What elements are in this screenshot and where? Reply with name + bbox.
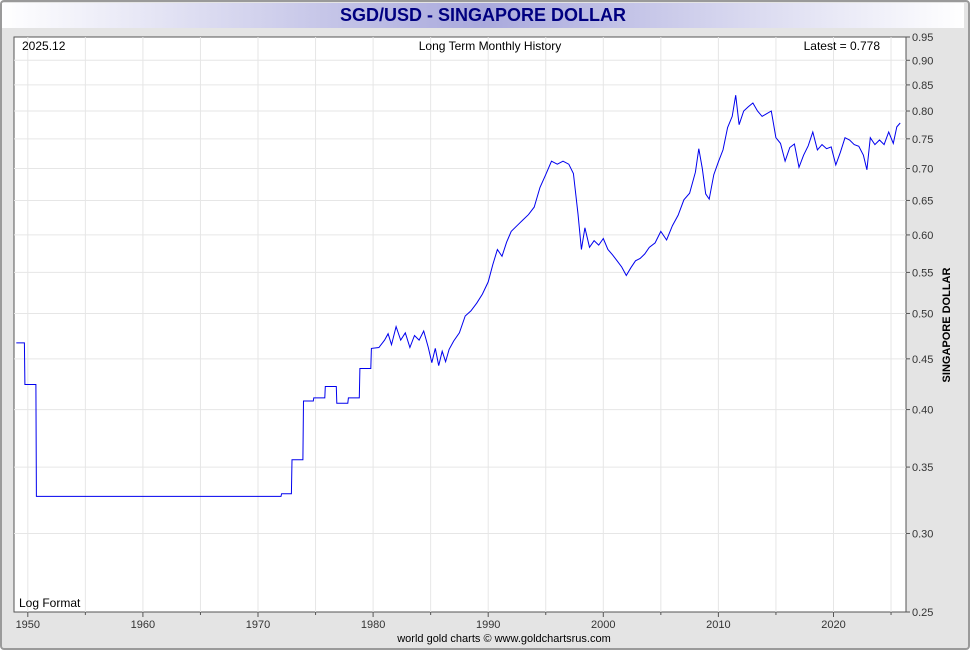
x-tick-label: 2010	[706, 619, 730, 631]
x-tick-label: 1970	[246, 619, 270, 631]
y-axis: 0.25 0.30 0.35 0.40 0.45 0.50 0.55 0.60 0.65 0.70…	[906, 32, 933, 619]
x-axis: 1950 1960 1970 1980 1990 2000 2010 2020	[16, 612, 892, 631]
x-tick-label: 1960	[131, 619, 155, 631]
y-tick-label: 0.90	[912, 55, 933, 67]
x-tick-label: 1950	[16, 619, 40, 631]
grid-lines	[14, 37, 906, 612]
y-tick-label: 0.40	[912, 405, 933, 417]
y-tick-label: 0.75	[912, 134, 933, 146]
y-tick-label: 0.85	[912, 80, 933, 92]
y-tick-label: 0.35	[912, 462, 933, 474]
chart-subtitle: Long Term Monthly History	[419, 39, 562, 53]
scale-label: Log Format	[19, 596, 81, 610]
y-tick-label: 0.70	[912, 164, 933, 176]
y-tick-label: 0.65	[912, 195, 933, 207]
y-tick-label: 0.80	[912, 106, 933, 118]
y-tick-label: 0.25	[912, 607, 933, 619]
series-line	[16, 95, 901, 497]
y-tick-label: 0.60	[912, 230, 933, 242]
y-tick-label: 0.50	[912, 308, 933, 320]
latest-label: Latest = 0.778	[804, 39, 881, 53]
x-tick-label: 1990	[476, 619, 500, 631]
plot-area	[13, 36, 907, 613]
footer-credit: world gold charts © www.goldchartsrus.co…	[396, 633, 611, 645]
y-tick-label: 0.95	[912, 32, 933, 44]
x-tick-label: 2000	[591, 619, 615, 631]
y-tick-label: 0.55	[912, 267, 933, 279]
x-tick-label: 2020	[821, 619, 845, 631]
y-tick-label: 0.45	[912, 354, 933, 366]
y-axis-label: SINGAPORE DOLLAR	[941, 268, 953, 383]
chart-title: SGD/USD - SINGAPORE DOLLAR	[2, 3, 964, 28]
date-label: 2025.12	[22, 39, 66, 53]
x-tick-label: 1980	[361, 619, 385, 631]
y-tick-label: 0.30	[912, 528, 933, 540]
